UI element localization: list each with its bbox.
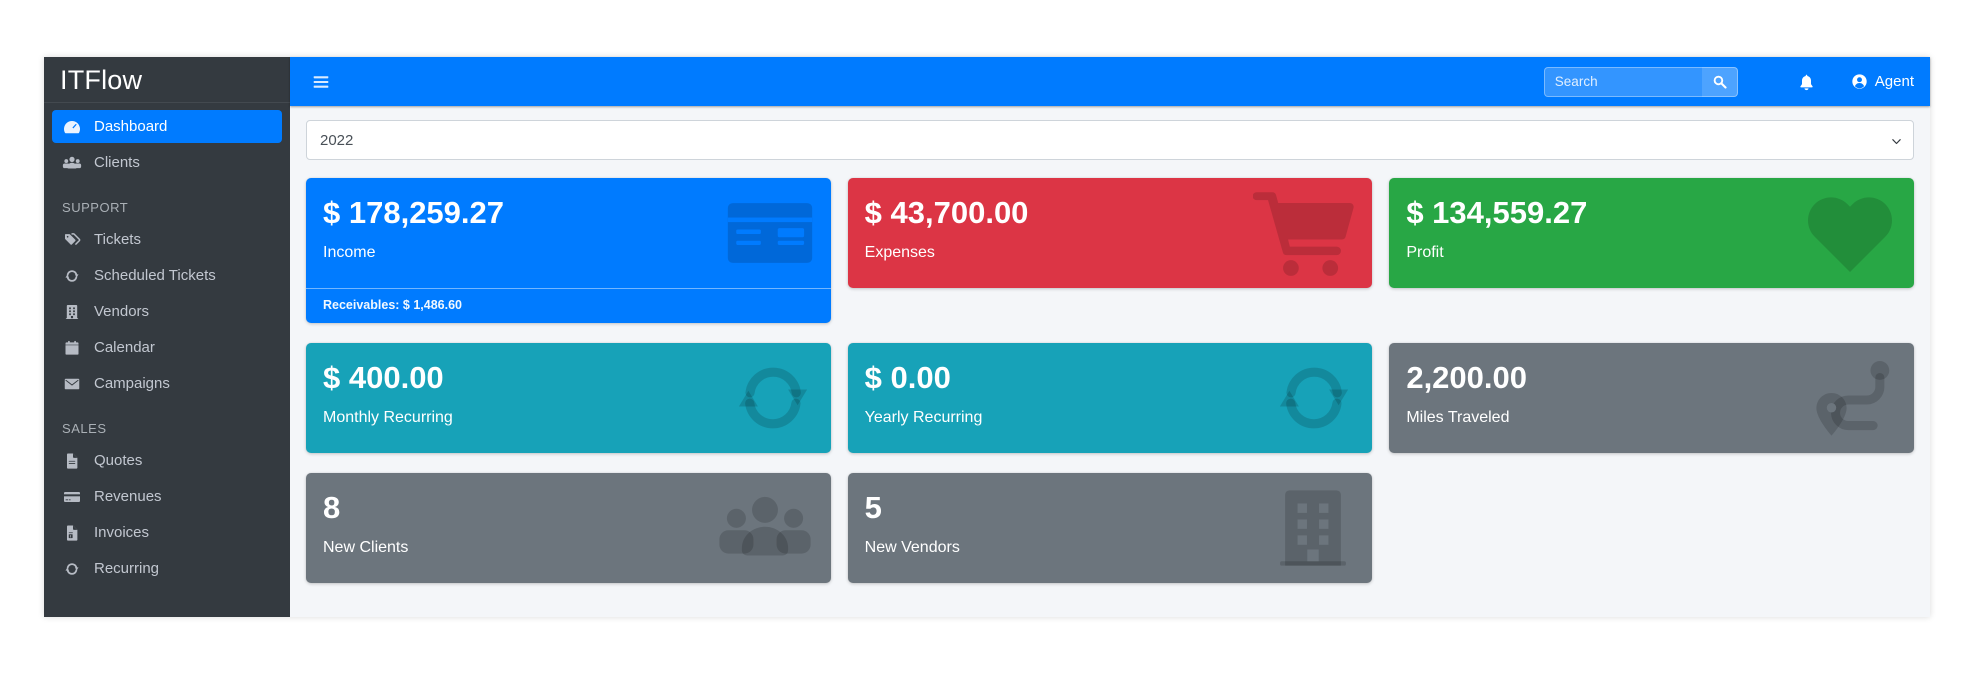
card-value: $ 178,259.27 xyxy=(323,195,505,230)
sidebar-item-scheduled-tickets[interactable]: Scheduled Tickets xyxy=(52,259,282,292)
card-value: 2,200.00 xyxy=(1406,360,1527,395)
money-check-icon xyxy=(725,188,815,278)
tags-icon xyxy=(62,232,82,248)
sidebar-item-label: Vendors xyxy=(94,303,150,320)
sidebar-section-support: SUPPORT xyxy=(62,200,129,215)
sidebar-item-calendar[interactable]: Calendar xyxy=(52,331,282,364)
dashboard-content: 2022 $ 178,259.27 Income Receivables: $ … xyxy=(290,106,1930,617)
brand-logo[interactable]: ITFlow xyxy=(44,57,290,103)
sidebar-item-label: Invoices xyxy=(94,524,150,541)
sidebar-item-label: Dashboard xyxy=(94,118,168,135)
chevron-down-icon xyxy=(1890,135,1903,148)
sidebar: ITFlow Dashboard Clients SUPPORT Tickets… xyxy=(44,57,290,617)
card-value: $ 0.00 xyxy=(864,360,951,395)
card-label: Miles Traveled xyxy=(1406,409,1510,427)
brand-title: ITFlow xyxy=(60,65,143,95)
envelope-icon xyxy=(62,376,82,392)
sidebar-nav: Dashboard Clients SUPPORT Tickets Schedu… xyxy=(44,103,290,595)
card-value: $ 43,700.00 xyxy=(864,195,1029,230)
sidebar-item-label: Campaigns xyxy=(94,375,170,392)
search-button[interactable] xyxy=(1701,66,1738,97)
sidebar-item-dashboard[interactable]: Dashboard xyxy=(52,110,282,143)
sidebar-item-label: Clients xyxy=(94,154,140,171)
search-input[interactable] xyxy=(1543,66,1702,97)
card-label: Monthly Recurring xyxy=(323,409,453,427)
year-select-value: 2022 xyxy=(320,131,354,149)
credit-card-icon xyxy=(62,489,82,505)
sync-icon xyxy=(1272,356,1356,440)
card-label: Income xyxy=(323,244,376,262)
card-label: Profit xyxy=(1406,244,1444,262)
user-menu[interactable]: Agent xyxy=(1851,73,1914,90)
app-window: ITFlow Dashboard Clients SUPPORT Tickets… xyxy=(44,57,1930,617)
sidebar-item-label: Scheduled Tickets xyxy=(94,267,216,284)
profit-card: $ 134,559.27 Profit xyxy=(1389,178,1914,288)
new-clients-card: 8 New Clients xyxy=(306,473,831,583)
year-select[interactable]: 2022 xyxy=(306,120,1914,160)
sidebar-item-quotes[interactable]: Quotes xyxy=(52,444,282,477)
sidebar-item-label: Calendar xyxy=(94,339,155,356)
menu-toggle-icon[interactable] xyxy=(310,73,332,91)
card-label: Yearly Recurring xyxy=(864,409,983,427)
navbar-search xyxy=(1543,66,1738,97)
user-label: Agent xyxy=(1874,73,1914,90)
yearly-recurring-card: $ 0.00 Yearly Recurring xyxy=(847,343,1373,453)
sidebar-item-vendors[interactable]: Vendors xyxy=(52,295,282,328)
sidebar-item-label: Quotes xyxy=(94,452,143,469)
notifications-button[interactable] xyxy=(1798,73,1815,91)
sidebar-item-tickets[interactable]: Tickets xyxy=(52,223,282,256)
sync-icon xyxy=(62,561,82,577)
sidebar-item-label: Recurring xyxy=(94,560,160,577)
file-invoice-dollar-icon xyxy=(62,525,82,541)
tachometer-icon xyxy=(62,119,82,135)
sidebar-item-label: Revenues xyxy=(94,488,162,505)
miles-traveled-card: 2,200.00 Miles Traveled xyxy=(1389,343,1914,453)
users-icon xyxy=(62,155,82,171)
card-label: Expenses xyxy=(864,244,935,262)
sidebar-item-clients[interactable]: Clients xyxy=(52,146,282,179)
card-value: $ 134,559.27 xyxy=(1406,195,1588,230)
sync-icon xyxy=(731,356,815,440)
sidebar-section-sales: SALES xyxy=(62,421,107,436)
users-icon xyxy=(715,488,815,568)
sidebar-item-revenues[interactable]: Revenues xyxy=(52,480,282,513)
sidebar-item-recurring[interactable]: Recurring xyxy=(52,552,282,585)
sidebar-item-campaigns[interactable]: Campaigns xyxy=(52,367,282,400)
building-icon xyxy=(1270,485,1356,571)
new-vendors-card: 5 New Vendors xyxy=(847,473,1373,583)
heart-icon xyxy=(1802,185,1898,281)
card-label: New Vendors xyxy=(864,539,960,557)
main-area: Agent 2022 $ 178,259.27 Income Rece xyxy=(290,57,1930,617)
card-value: $ 400.00 xyxy=(323,360,444,395)
sidebar-item-label: Tickets xyxy=(94,231,141,248)
bell-icon xyxy=(1798,73,1815,91)
card-label: New Clients xyxy=(323,539,409,557)
shopping-cart-icon xyxy=(1253,187,1356,279)
card-value: 8 xyxy=(323,490,341,525)
sync-icon xyxy=(62,268,82,284)
sidebar-item-invoices[interactable]: Invoices xyxy=(52,516,282,549)
user-circle-icon xyxy=(1851,73,1868,90)
income-card: $ 178,259.27 Income Receivables: $ 1,486… xyxy=(306,178,831,323)
expenses-card: $ 43,700.00 Expenses xyxy=(847,178,1373,288)
file-invoice-icon xyxy=(62,453,82,469)
calendar-icon xyxy=(62,340,82,356)
building-icon xyxy=(62,304,82,320)
card-value: 5 xyxy=(864,490,882,525)
stat-cards-grid: $ 178,259.27 Income Receivables: $ 1,486… xyxy=(306,178,1914,583)
card-footer: Receivables: $ 1,486.60 xyxy=(306,288,831,323)
monthly-recurring-card: $ 400.00 Monthly Recurring xyxy=(306,343,831,453)
route-icon xyxy=(1812,355,1898,441)
search-icon xyxy=(1712,74,1727,89)
topbar: Agent xyxy=(290,57,1930,106)
